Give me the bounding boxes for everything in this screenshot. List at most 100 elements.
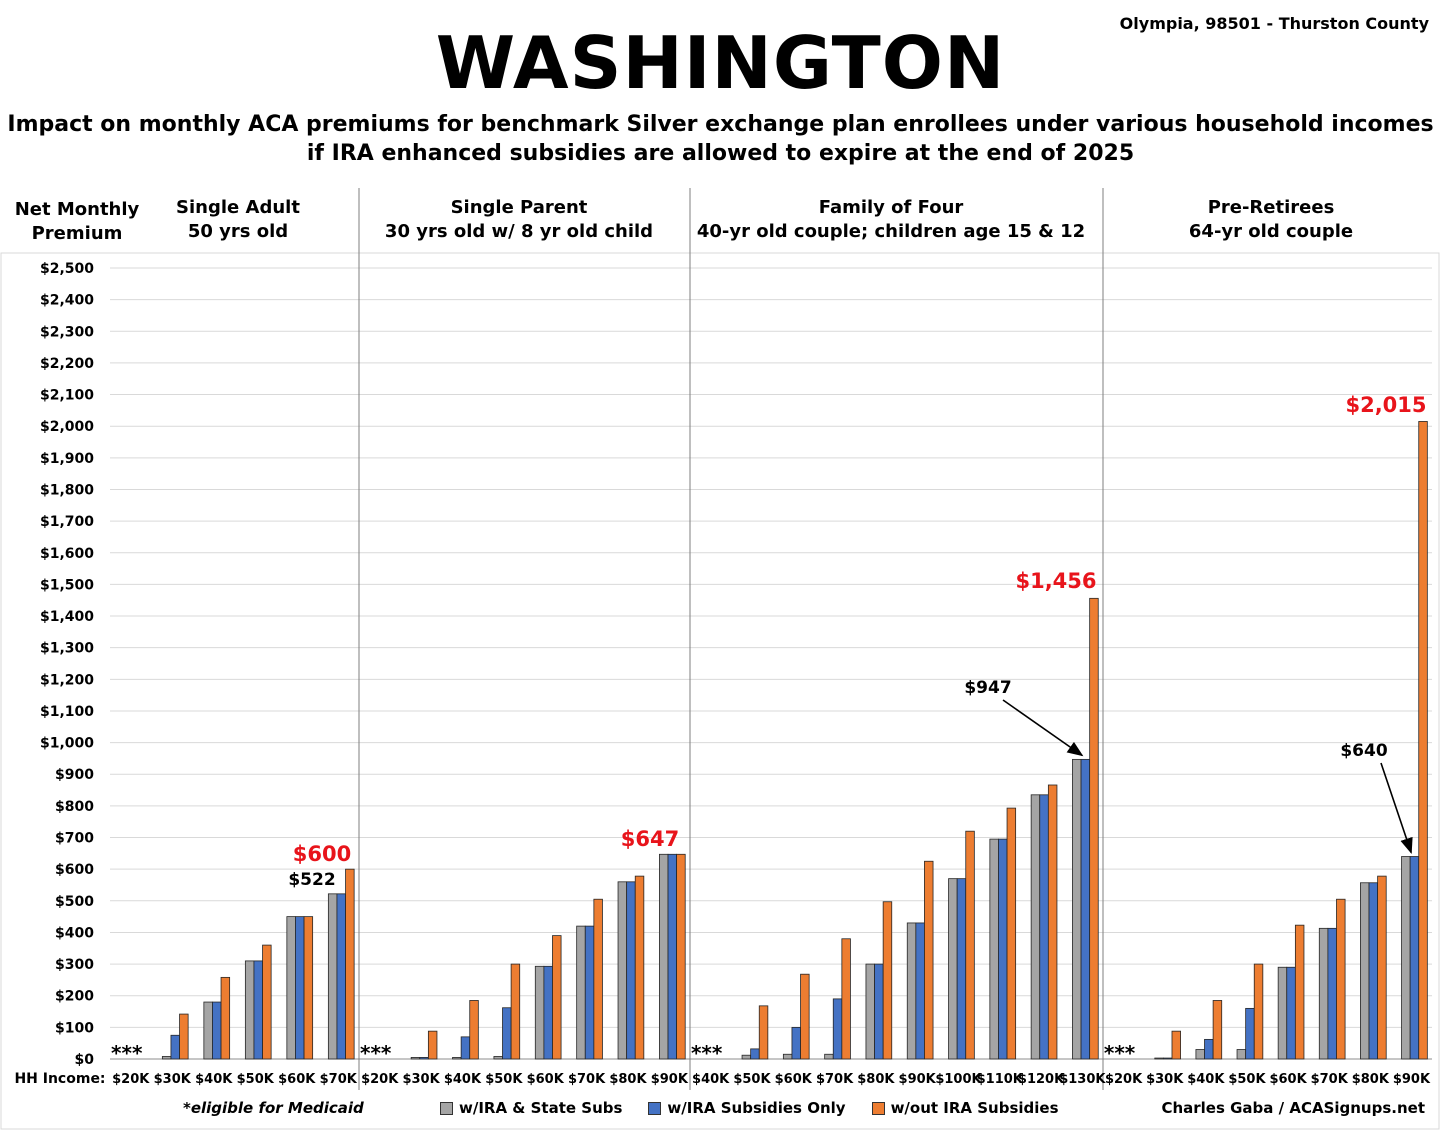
legend-label: w/IRA & State Subs xyxy=(459,1099,623,1117)
y-tick-label: $900 xyxy=(55,767,94,783)
y-tick-label: $1,700 xyxy=(40,514,94,530)
x-tick-label: $80K xyxy=(609,1072,647,1087)
y-tick-label: $300 xyxy=(55,957,94,973)
group-title-line-1: Single Adult xyxy=(176,197,300,218)
y-tick-label: $1,300 xyxy=(40,641,94,657)
legend-item-without-ira: w/out IRA Subsidies xyxy=(871,1099,1059,1117)
bar xyxy=(791,1026,801,1060)
bar xyxy=(634,875,645,1060)
bar xyxy=(1154,1057,1164,1060)
x-tick-label: $20K xyxy=(361,1072,399,1087)
bar xyxy=(170,1034,180,1060)
x-tick-label: $40K xyxy=(195,1072,233,1087)
bar xyxy=(1409,856,1420,1060)
bar xyxy=(617,881,628,1060)
bar xyxy=(552,935,562,1060)
bar xyxy=(626,881,636,1060)
bar xyxy=(1401,856,1411,1060)
bar xyxy=(1277,966,1288,1060)
x-tick-label: $70K xyxy=(1311,1072,1349,1087)
bar xyxy=(469,1000,479,1060)
x-tick-label: $90K xyxy=(1393,1072,1431,1087)
bar xyxy=(906,922,917,1060)
legend-item-state-subs: w/IRA & State Subs xyxy=(440,1099,622,1117)
value-label-highlight: $1,456 xyxy=(1015,569,1096,593)
bar xyxy=(262,944,272,1060)
value-label: $522 xyxy=(288,870,335,890)
bar xyxy=(1236,1049,1247,1060)
bar xyxy=(1294,924,1305,1060)
bar xyxy=(989,838,999,1060)
annotation-arrow xyxy=(1002,699,1084,757)
bar xyxy=(253,960,263,1060)
bar xyxy=(452,1057,462,1060)
y-tick-label: $1,600 xyxy=(40,546,94,562)
medicaid-marker: *** xyxy=(691,1041,723,1065)
bar xyxy=(874,963,884,1060)
bar xyxy=(750,1048,760,1060)
bar xyxy=(502,1007,512,1060)
bar xyxy=(965,830,975,1060)
x-tick-label: $20K xyxy=(1105,1072,1143,1087)
legend-swatch-gray xyxy=(440,1101,453,1115)
legend: w/IRA & State Subs w/IRA Subsidies Only … xyxy=(440,1099,1059,1117)
legend-swatch-blue xyxy=(648,1101,662,1115)
bar xyxy=(1360,882,1370,1060)
bar xyxy=(584,925,595,1060)
medicaid-marker: *** xyxy=(360,1041,392,1065)
y-tick-label: $1,400 xyxy=(40,609,94,625)
bar xyxy=(758,1005,769,1060)
bar xyxy=(179,1013,189,1060)
group-title-pre-retirees: Pre-Retirees 64-yr old couple xyxy=(1103,196,1439,244)
x-tick-label: $80K xyxy=(1352,1072,1390,1087)
x-axis-title: HH Income: xyxy=(14,1071,105,1087)
chart-subtitle: Impact on monthly ACA premiums for bench… xyxy=(0,110,1441,168)
y-tick-label: $1,100 xyxy=(40,704,94,720)
y-tick-label: $2,100 xyxy=(40,388,94,404)
bar xyxy=(1368,882,1379,1060)
bar xyxy=(286,916,296,1060)
bar xyxy=(1162,1057,1173,1060)
group-title-line-1: Family of Four xyxy=(818,197,964,218)
bar xyxy=(161,1056,172,1060)
y-tick-label: $1,000 xyxy=(40,736,94,752)
bar xyxy=(295,916,305,1060)
group-title-line-2: 64-yr old couple xyxy=(1188,221,1354,242)
x-tick-label: $60K xyxy=(278,1072,316,1087)
legend-label: w/IRA Subsidies Only xyxy=(667,1099,846,1117)
bar xyxy=(1204,1038,1214,1060)
bar xyxy=(741,1054,752,1060)
x-tick-label: $50K xyxy=(1228,1072,1266,1087)
bar xyxy=(493,1056,503,1060)
bar xyxy=(576,925,586,1060)
x-tick-label: $40K xyxy=(692,1072,730,1087)
x-tick-label: $100K xyxy=(935,1072,982,1087)
medicaid-marker: *** xyxy=(111,1041,143,1065)
bar xyxy=(345,868,355,1060)
credit-label: Charles Gaba / ACASignups.net xyxy=(1161,1099,1425,1117)
bar xyxy=(824,1053,834,1060)
bar xyxy=(676,853,686,1060)
y-tick-label: $500 xyxy=(55,894,94,910)
location-label: Olympia, 98501 - Thurston County xyxy=(1119,14,1429,33)
y-tick-label: $100 xyxy=(55,1020,94,1036)
group-title-line-2: 50 yrs old xyxy=(187,221,289,242)
bar xyxy=(865,963,875,1060)
y-tick-label: $2,300 xyxy=(40,324,94,340)
y-tick-label: $800 xyxy=(55,799,94,815)
bar xyxy=(841,938,851,1060)
chart-title: WASHINGTON xyxy=(435,21,1006,105)
y-tick-label: $700 xyxy=(55,831,94,847)
x-tick-label: $30K xyxy=(154,1072,192,1087)
bar xyxy=(915,922,925,1060)
bar xyxy=(1318,927,1329,1060)
bar xyxy=(800,973,810,1060)
x-tick-label: $30K xyxy=(402,1072,440,1087)
bar xyxy=(1030,794,1041,1060)
bar xyxy=(667,853,678,1060)
group-title-line-2: 30 yrs old w/ 8 yr old child xyxy=(384,221,654,242)
plot-area-border xyxy=(0,252,1440,1130)
bar xyxy=(948,878,958,1060)
y-axis-title-line-2: Premium xyxy=(31,223,123,244)
bar xyxy=(510,963,521,1060)
